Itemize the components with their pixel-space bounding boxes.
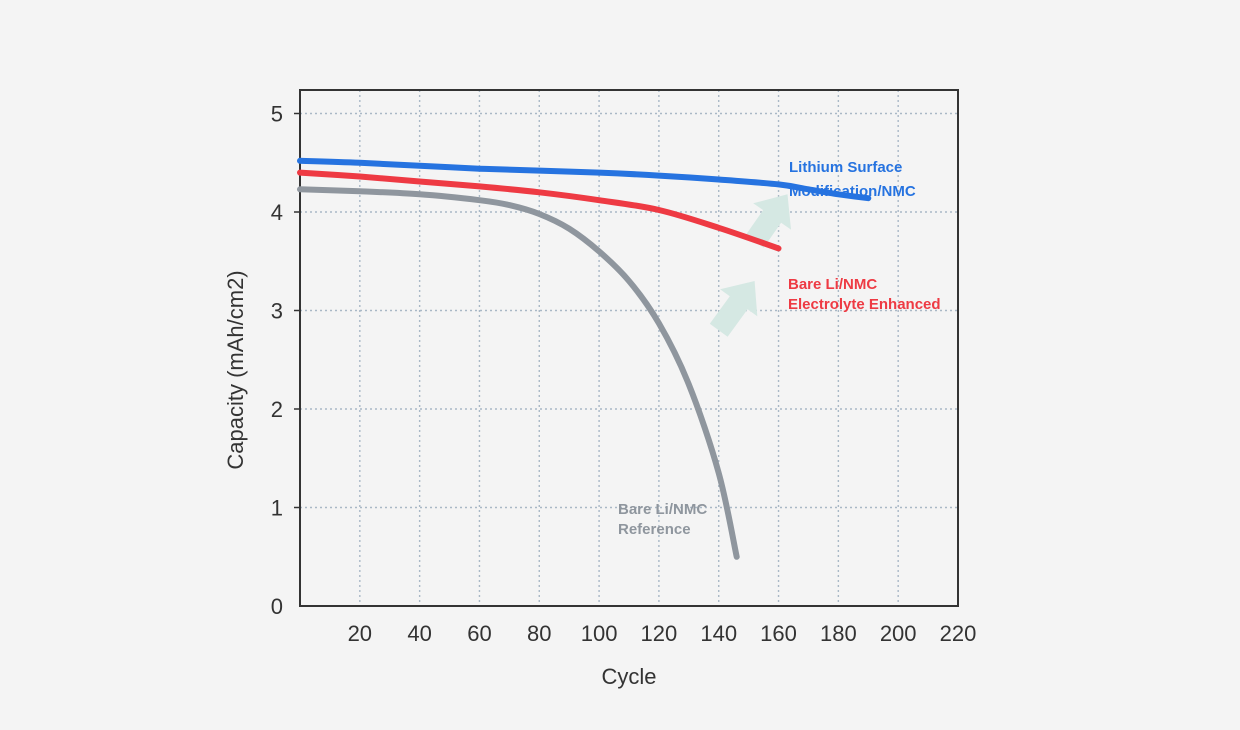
x-tick-label: 160 xyxy=(760,621,797,646)
x-tick-label: 60 xyxy=(467,621,491,646)
x-tick-label: 140 xyxy=(700,621,737,646)
series-label-line: Modification/NMC xyxy=(789,183,916,200)
x-tick-label: 180 xyxy=(820,621,857,646)
plot-frame xyxy=(299,89,959,607)
y-tick-label: 3 xyxy=(271,299,283,324)
series-label-3: Bare Li/NMC Reference xyxy=(618,501,707,538)
series-line-3 xyxy=(297,186,740,560)
annotation-arrow-1 xyxy=(709,281,758,337)
y-tick-labels: 0 1 2 3 4 5 xyxy=(271,102,283,620)
series-label-1: Lithium Surface Modification/NMC xyxy=(789,159,916,200)
series-label-line: Lithium Surface xyxy=(789,159,902,176)
grid xyxy=(294,90,958,606)
x-tick-label: 80 xyxy=(527,621,551,646)
series-label-line: Reference xyxy=(618,521,691,538)
x-tick-label: 20 xyxy=(348,621,372,646)
series-label-line: Bare Li/NMC xyxy=(618,501,707,518)
series-labels: Lithium Surface Modification/NMC Bare Li/N… xyxy=(618,159,941,538)
x-axis-title: Cycle xyxy=(601,664,656,689)
annotation-arrows xyxy=(709,194,791,337)
x-tick-label: 120 xyxy=(641,621,678,646)
series-label-line: Bare Li/NMC xyxy=(788,276,877,293)
annotation-arrow-2 xyxy=(745,194,791,248)
y-tick-label: 4 xyxy=(271,200,283,225)
series-line-2 xyxy=(297,169,782,252)
x-tick-label: 40 xyxy=(407,621,431,646)
series-line-1 xyxy=(297,157,872,202)
y-tick-label: 5 xyxy=(271,102,283,127)
y-tick-label: 1 xyxy=(271,496,283,521)
series-label-line: Electrolyte Enhanced xyxy=(788,296,941,313)
x-tick-label: 100 xyxy=(581,621,618,646)
y-axis-title: Capacity (mAh/cm2) xyxy=(223,270,248,469)
series-lines xyxy=(297,157,872,560)
y-tick-label: 2 xyxy=(271,397,283,422)
series-label-2: Bare Li/NMC Electrolyte Enhanced xyxy=(788,276,941,313)
y-tick-label: 0 xyxy=(271,594,283,619)
x-tick-label: 220 xyxy=(940,621,977,646)
x-tick-labels: 20 40 60 80 100 120 140 160 180 200 220 xyxy=(348,621,977,646)
x-tick-label: 200 xyxy=(880,621,917,646)
